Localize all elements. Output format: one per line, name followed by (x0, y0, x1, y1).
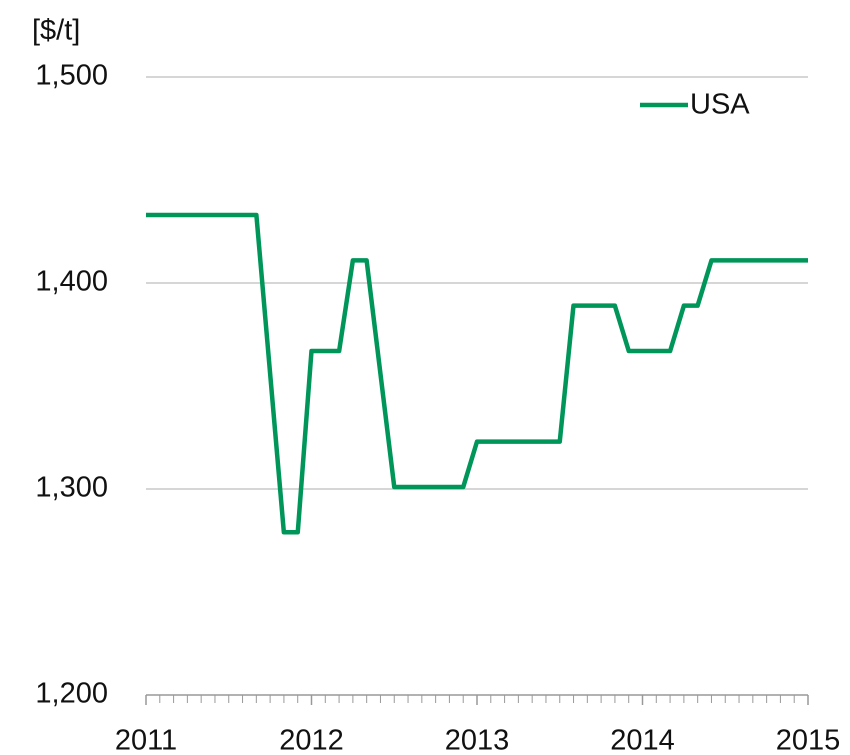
x-tick-label: 2015 (776, 725, 841, 755)
y-axis-label: [$/t] (32, 15, 80, 47)
y-tick-label: 1,200 (35, 678, 108, 710)
data-line (146, 212, 808, 535)
x-tick-label: 2012 (279, 725, 344, 755)
y-tick-label: 1,300 (35, 472, 108, 504)
y-tick-label: 1,400 (35, 266, 108, 298)
x-tick-label: 2011 (115, 725, 177, 755)
y-tick-label: 1,500 (35, 60, 108, 92)
x-tick-label: 2013 (445, 725, 510, 755)
x-tick-label: 2014 (610, 725, 675, 755)
legend-label: USA (690, 89, 750, 121)
